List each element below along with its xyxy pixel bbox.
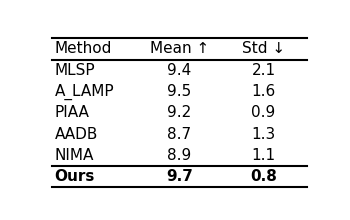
Text: 2.1: 2.1 (251, 63, 275, 78)
Text: 0.8: 0.8 (250, 169, 277, 184)
Text: 8.9: 8.9 (167, 148, 191, 163)
Text: 0.9: 0.9 (251, 105, 275, 120)
Text: 9.4: 9.4 (167, 63, 191, 78)
Text: 1.1: 1.1 (251, 148, 275, 163)
Text: 8.7: 8.7 (167, 126, 191, 142)
Text: 9.5: 9.5 (167, 84, 191, 99)
Text: PIAA: PIAA (55, 105, 90, 120)
Text: AADB: AADB (55, 126, 98, 142)
Text: 1.6: 1.6 (251, 84, 275, 99)
Text: NIMA: NIMA (55, 148, 94, 163)
Text: Std ↓: Std ↓ (242, 41, 285, 56)
Text: Ours: Ours (55, 169, 95, 184)
Text: 9.7: 9.7 (166, 169, 193, 184)
Text: Mean ↑: Mean ↑ (150, 41, 209, 56)
Text: Method: Method (55, 41, 112, 56)
Text: MLSP: MLSP (55, 63, 95, 78)
Text: 1.3: 1.3 (251, 126, 275, 142)
Text: 9.2: 9.2 (167, 105, 191, 120)
Text: A_LAMP: A_LAMP (55, 83, 114, 100)
